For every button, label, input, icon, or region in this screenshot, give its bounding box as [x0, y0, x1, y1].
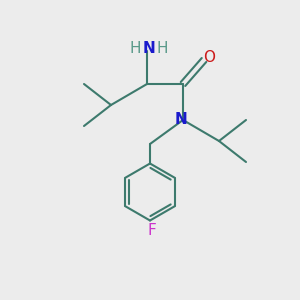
- Text: N: N: [143, 41, 156, 56]
- Text: O: O: [203, 50, 215, 65]
- Text: N: N: [175, 112, 188, 128]
- Text: F: F: [147, 223, 156, 238]
- Text: H: H: [157, 41, 168, 56]
- Text: H: H: [130, 41, 141, 56]
